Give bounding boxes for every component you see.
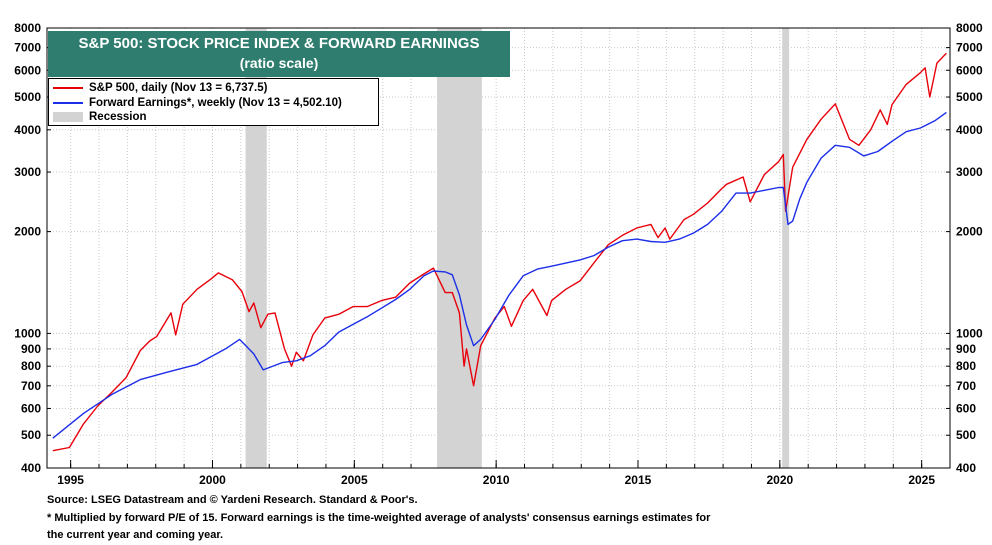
y-axis-right: 400 500 600 700 800 900 1000 2000 3000 4000 5000 60… [946,21,983,475]
legend-item-sp500: S&P 500, daily (Nov 13 = 6,737.5) [53,81,267,95]
y-tick-label-right: 4000 [956,123,983,137]
legend-swatch-sp500 [53,87,83,89]
y-tick-label-left: 900 [21,342,41,356]
y-tick-label-right: 500 [956,428,976,442]
chart-subtitle: (ratio scale) [239,55,319,71]
y-tick-label-left: 700 [21,379,41,393]
x-tick-label: 2015 [625,473,652,487]
x-tick-label: 2020 [766,473,793,487]
recession-band [245,28,267,468]
y-tick-label-right: 8000 [956,21,983,35]
x-tick-label: 2025 [908,473,935,487]
y-tick-label-right: 5000 [956,90,983,104]
legend-item-forward-earnings: Forward Earnings*, weekly (Nov 13 = 4,50… [53,96,342,110]
y-tick-label-right: 700 [956,379,976,393]
legend-label-recession: Recession [89,111,147,123]
y-tick-label-left: 800 [21,359,41,373]
x-tick-label: 2005 [341,473,368,487]
y-tick-label-left: 4000 [14,123,41,137]
chart-title-box: S&P 500: STOCK PRICE INDEX & FORWARD EAR… [48,31,510,77]
recession-band [437,28,482,468]
series-layer [52,52,947,452]
x-tick-label: 2000 [199,473,226,487]
legend-label-forward-earnings: Forward Earnings*, weekly (Nov 13 = 4,50… [89,97,342,109]
y-tick-label-right: 2000 [956,225,983,239]
y-axis-left: 400 500 600 700 800 900 1000 2000 3000 4000 5000 60… [14,21,51,475]
series-forward-earnings-line [52,111,947,439]
y-tick-label-left: 6000 [14,63,41,77]
y-tick-label-left: 3000 [14,165,41,179]
y-tick-label-right: 6000 [956,63,983,77]
legend-swatch-forward-earnings [53,102,83,104]
recession-band [782,28,790,468]
y-tick-label-left: 600 [21,401,41,415]
y-tick-label-right: 600 [956,401,976,415]
legend-label-sp500: S&P 500, daily (Nov 13 = 6,737.5) [89,82,268,94]
y-tick-label-left: 1000 [14,326,41,340]
recession-layer [245,28,790,468]
legend-item-recession: Recession [53,110,147,124]
footnote-note-line1: * Multiplied by forward P/E of 15. Forwa… [47,512,711,524]
y-tick-label-left: 500 [21,428,41,442]
y-tick-label-right: 1000 [956,326,983,340]
x-tick-label: 2010 [483,473,510,487]
legend: S&P 500, daily (Nov 13 = 6,737.5) Forwar… [48,78,379,126]
y-tick-label-right: 3000 [956,165,983,179]
y-tick-label-left: 5000 [14,90,41,104]
y-tick-label-left: 8000 [14,21,41,35]
y-tick-label-left: 2000 [14,225,41,239]
y-tick-label-right: 900 [956,342,976,356]
y-tick-label-left: 7000 [14,41,41,55]
footnote-note-line2: the current year and coming year. [47,529,224,541]
y-tick-label-right: 800 [956,359,976,373]
x-tick-label: 1995 [57,473,84,487]
x-axis: 1995 2000 2005 2010 2015 2020 2025 [57,460,935,487]
plot-frame [46,27,951,469]
y-tick-label-left: 400 [21,461,41,475]
chart-title: S&P 500: STOCK PRICE INDEX & FORWARD EAR… [78,35,480,52]
y-tick-label-right: 400 [956,461,976,475]
footnote-source: Source: LSEG Datastream and © Yardeni Re… [47,494,418,506]
y-tick-label-right: 7000 [956,41,983,55]
legend-swatch-recession [53,112,83,122]
